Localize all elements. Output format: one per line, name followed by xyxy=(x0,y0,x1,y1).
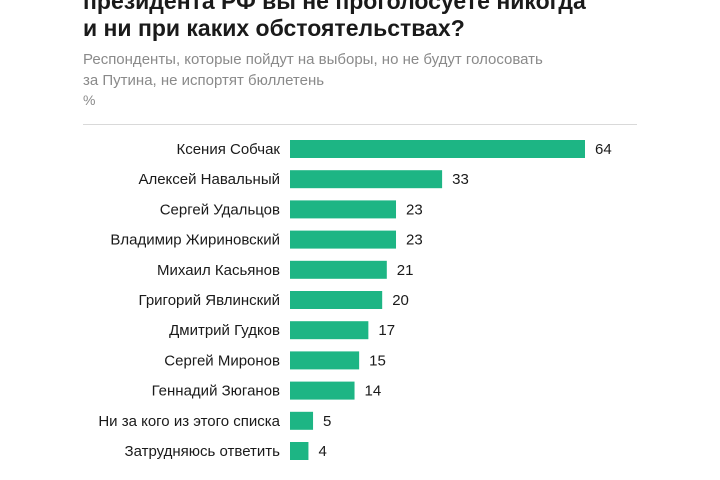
chart-title-line-2: и ни при каких обстоятельствах? xyxy=(83,15,465,41)
chart-subtitle: Респонденты, которые пойдут на выборы, н… xyxy=(83,49,643,91)
bar xyxy=(290,230,397,249)
bar xyxy=(290,381,355,400)
value-label: 23 xyxy=(406,232,423,249)
category-label: Дмитрий Гудков xyxy=(169,322,280,339)
bar xyxy=(290,170,443,189)
chart-subtitle-line-1: Респонденты, которые пойдут на выборы, н… xyxy=(83,51,543,68)
category-label: Геннадий Зюганов xyxy=(152,383,280,400)
value-label: 4 xyxy=(318,443,326,460)
value-label: 14 xyxy=(365,383,382,400)
value-label: 64 xyxy=(595,141,612,158)
value-label: 20 xyxy=(392,292,409,309)
bar xyxy=(290,200,397,219)
bar xyxy=(290,442,309,460)
bar xyxy=(290,140,585,158)
category-label: Ксения Собчак xyxy=(176,141,280,158)
bar-chart: Ксения Собчак 64 Алексей Навальный 33 Сергей… xyxy=(98,140,612,460)
chart-subtitle-line-2: за Путина, не испортят бюллетень xyxy=(83,72,325,89)
bar xyxy=(290,321,369,340)
unit-label: % xyxy=(83,92,96,108)
bar xyxy=(290,291,383,309)
value-label: 23 xyxy=(406,201,423,218)
header-divider xyxy=(83,124,637,125)
category-label: Ни за кого из этого списка xyxy=(98,413,280,430)
category-label: Сергей Удальцов xyxy=(160,201,280,218)
category-label: Владимир Жириновский xyxy=(110,232,280,249)
chart-title: президента РФ вы не проголосуете никогда… xyxy=(83,0,703,42)
bar xyxy=(290,351,360,370)
category-label: Затрудняюсь ответить xyxy=(125,443,281,460)
category-label: Сергей Миронов xyxy=(164,352,280,369)
category-label: Алексей Навальный xyxy=(138,171,280,188)
chart-title-line-1: президента РФ вы не проголосуете никогда xyxy=(83,0,586,14)
value-label: 5 xyxy=(323,413,331,430)
value-label: 33 xyxy=(452,171,469,188)
category-label: Григорий Явлинский xyxy=(139,292,280,309)
value-label: 17 xyxy=(378,322,395,339)
bar xyxy=(290,260,387,279)
value-label: 21 xyxy=(397,262,414,279)
category-label: Михаил Касьянов xyxy=(157,262,280,279)
value-label: 15 xyxy=(369,352,386,369)
bar xyxy=(290,411,314,430)
